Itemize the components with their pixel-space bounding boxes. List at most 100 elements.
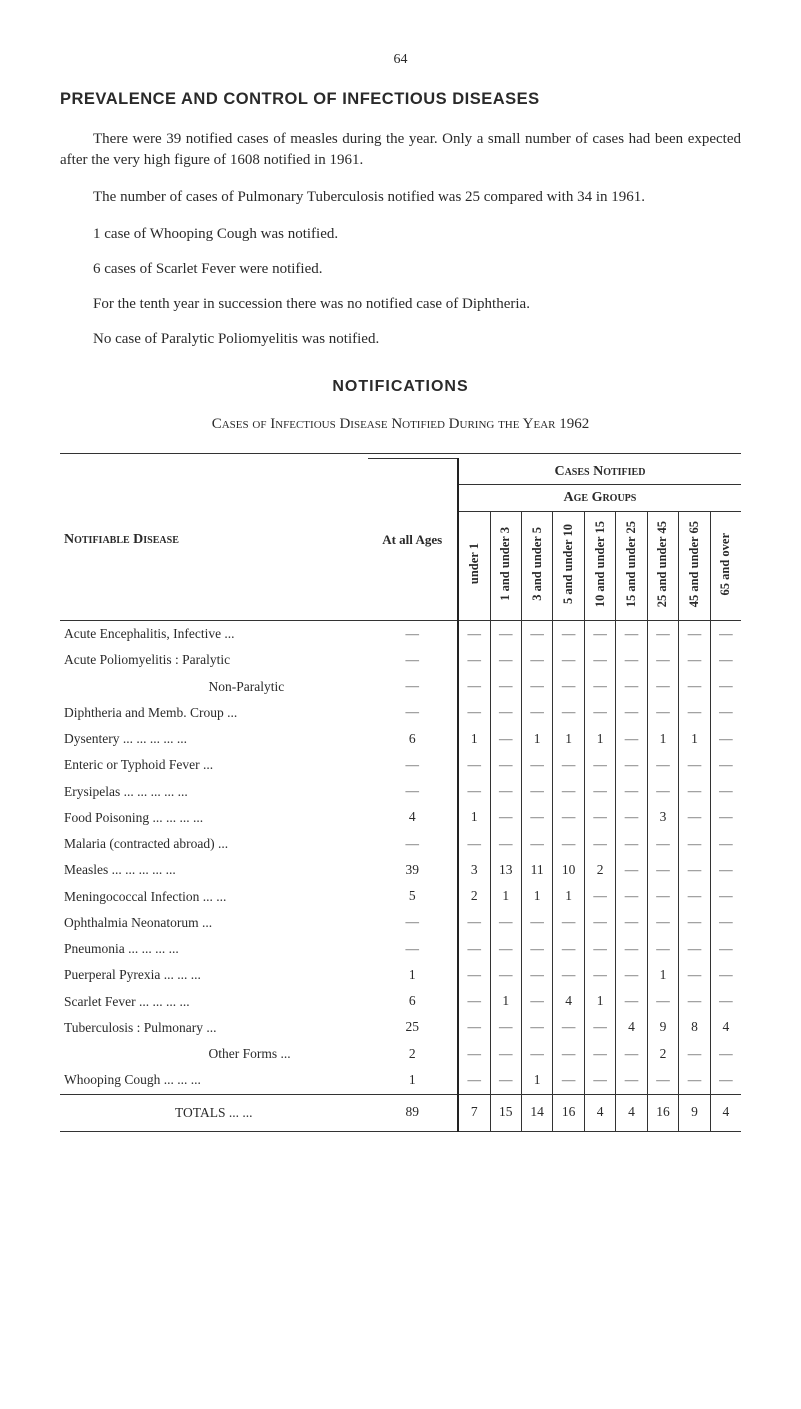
data-cell: 1 bbox=[521, 884, 552, 910]
data-cell: — bbox=[647, 621, 678, 647]
data-cell: — bbox=[553, 831, 584, 857]
page-number: 64 bbox=[60, 50, 741, 70]
col-ages-header: At all Ages bbox=[368, 459, 458, 621]
data-cell: — bbox=[616, 779, 647, 805]
table-row: Enteric or Typhoid Fever ...—————————— bbox=[60, 752, 741, 778]
data-cell: — bbox=[710, 805, 741, 831]
data-cell: — bbox=[710, 752, 741, 778]
data-cell: — bbox=[553, 674, 584, 700]
table-row: Puerperal Pyrexia ... ... ...1——————1—— bbox=[60, 962, 741, 988]
data-cell: — bbox=[710, 936, 741, 962]
col-head-7: 45 and under 65 bbox=[679, 511, 710, 620]
data-cell: — bbox=[458, 647, 490, 673]
table-row: Meningococcal Infection ... ...52111————… bbox=[60, 884, 741, 910]
section-subtitle: NOTIFICATIONS bbox=[60, 376, 741, 398]
table-row: Non-Paralytic—————————— bbox=[60, 674, 741, 700]
disease-label: Non-Paralytic bbox=[60, 674, 368, 700]
data-cell: 1 bbox=[584, 989, 615, 1015]
paragraph-6: No case of Paralytic Poliomyelitis was n… bbox=[93, 329, 741, 350]
data-cell: — bbox=[458, 831, 490, 857]
data-cell: — bbox=[553, 700, 584, 726]
data-cell: — bbox=[553, 910, 584, 936]
ages-cell: — bbox=[368, 752, 458, 778]
data-cell: — bbox=[679, 831, 710, 857]
data-cell: — bbox=[553, 805, 584, 831]
data-cell: — bbox=[458, 1041, 490, 1067]
data-cell: — bbox=[521, 805, 552, 831]
data-cell: — bbox=[490, 700, 521, 726]
data-cell: — bbox=[458, 989, 490, 1015]
age-groups-header: Age Groups bbox=[458, 485, 741, 512]
data-cell: — bbox=[679, 752, 710, 778]
page-title: PREVALENCE AND CONTROL OF INFECTIOUS DIS… bbox=[60, 88, 741, 111]
ages-cell: — bbox=[368, 700, 458, 726]
data-cell: — bbox=[616, 910, 647, 936]
totals-label: TOTALS ... ... bbox=[60, 1094, 368, 1131]
data-cell: — bbox=[616, 1067, 647, 1094]
totals-cell: 9 bbox=[679, 1094, 710, 1131]
table-row: Malaria (contracted abroad) ...—————————… bbox=[60, 831, 741, 857]
col-head-2: 3 and under 5 bbox=[521, 511, 552, 620]
data-cell: — bbox=[584, 752, 615, 778]
data-cell: — bbox=[679, 962, 710, 988]
data-cell: 13 bbox=[490, 857, 521, 883]
data-cell: 8 bbox=[679, 1015, 710, 1041]
data-cell: 1 bbox=[647, 726, 678, 752]
data-cell: 10 bbox=[553, 857, 584, 883]
data-cell: — bbox=[647, 674, 678, 700]
data-cell: — bbox=[553, 1015, 584, 1041]
disease-label: Acute Poliomyelitis : Paralytic bbox=[60, 647, 368, 673]
data-cell: — bbox=[490, 726, 521, 752]
data-cell: — bbox=[458, 752, 490, 778]
data-cell: — bbox=[710, 910, 741, 936]
data-cell: — bbox=[710, 726, 741, 752]
ages-cell: 5 bbox=[368, 884, 458, 910]
data-cell: — bbox=[490, 674, 521, 700]
disease-label: Diphtheria and Memb. Croup ... bbox=[60, 700, 368, 726]
data-cell: — bbox=[647, 831, 678, 857]
data-cell: — bbox=[679, 910, 710, 936]
data-cell: — bbox=[679, 857, 710, 883]
data-cell: — bbox=[584, 647, 615, 673]
data-cell: — bbox=[490, 752, 521, 778]
data-cell: — bbox=[458, 910, 490, 936]
table-row: Acute Encephalitis, Infective ...———————… bbox=[60, 621, 741, 647]
data-cell: — bbox=[647, 647, 678, 673]
disease-label: Tuberculosis : Pulmonary ... bbox=[60, 1015, 368, 1041]
table-row: Pneumonia ... ... ... ...—————————— bbox=[60, 936, 741, 962]
data-cell: — bbox=[490, 621, 521, 647]
data-cell: — bbox=[458, 936, 490, 962]
data-cell: — bbox=[679, 1041, 710, 1067]
ages-cell: — bbox=[368, 779, 458, 805]
data-cell: 1 bbox=[521, 1067, 552, 1094]
totals-cell: 7 bbox=[458, 1094, 490, 1131]
totals-cell: 14 bbox=[521, 1094, 552, 1131]
disease-label: Enteric or Typhoid Fever ... bbox=[60, 752, 368, 778]
data-cell: 1 bbox=[458, 726, 490, 752]
data-cell: — bbox=[458, 1067, 490, 1094]
data-cell: — bbox=[521, 700, 552, 726]
data-cell: — bbox=[490, 936, 521, 962]
data-cell: — bbox=[679, 884, 710, 910]
data-cell: — bbox=[521, 962, 552, 988]
data-cell: — bbox=[616, 647, 647, 673]
data-cell: 9 bbox=[647, 1015, 678, 1041]
data-cell: 1 bbox=[458, 805, 490, 831]
totals-cell: 4 bbox=[584, 1094, 615, 1131]
ages-cell: — bbox=[368, 936, 458, 962]
table-row: Scarlet Fever ... ... ... ...6—1—41———— bbox=[60, 989, 741, 1015]
disease-label: Whooping Cough ... ... ... bbox=[60, 1067, 368, 1094]
data-cell: — bbox=[616, 1041, 647, 1067]
disease-label: Dysentery ... ... ... ... ... bbox=[60, 726, 368, 752]
totals-cell: 15 bbox=[490, 1094, 521, 1131]
disease-label: Ophthalmia Neonatorum ... bbox=[60, 910, 368, 936]
table-row: Ophthalmia Neonatorum ...—————————— bbox=[60, 910, 741, 936]
table-row: Tuberculosis : Pulmonary ...25—————4984 bbox=[60, 1015, 741, 1041]
data-cell: — bbox=[490, 1015, 521, 1041]
table-row: Other Forms ...2——————2—— bbox=[60, 1041, 741, 1067]
data-cell: — bbox=[616, 884, 647, 910]
data-cell: — bbox=[616, 962, 647, 988]
data-cell: — bbox=[679, 647, 710, 673]
data-cell: — bbox=[710, 647, 741, 673]
data-cell: — bbox=[584, 1015, 615, 1041]
